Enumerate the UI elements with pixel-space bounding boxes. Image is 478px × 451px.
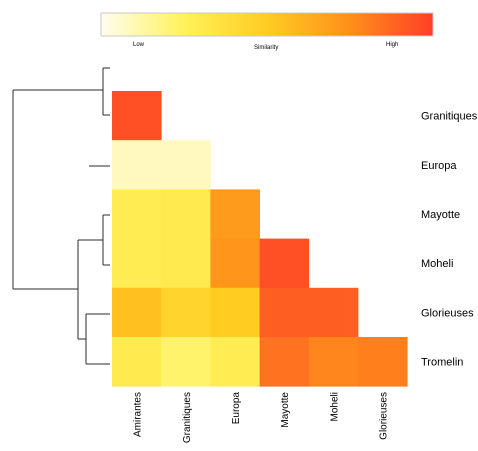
heatmap-cell-6-1: [112, 337, 162, 387]
column-label-3: Europa: [231, 392, 242, 425]
row-label-4: Moheli: [421, 258, 453, 270]
heatmap-cells: [112, 91, 408, 387]
heatmap-cell-6-5: [308, 337, 359, 387]
heatmap-cell-2-2: [161, 140, 211, 190]
scale-high-label: High: [386, 42, 398, 48]
scale-mid-label: Similarity: [254, 45, 278, 51]
heatmap-cell-4-4: [259, 238, 310, 289]
dendrogram: [12, 67, 110, 365]
heatmap-cell-2-1: [112, 140, 162, 190]
column-label-1: Amirantes: [133, 392, 144, 437]
color-scale-legend: Low Similarity High: [100, 12, 434, 51]
heatmap-cell-5-1: [112, 287, 162, 338]
color-scale-bar: [100, 12, 434, 37]
heatmap-cell-5-4: [259, 287, 310, 338]
row-label-6: Tromelin: [421, 357, 463, 369]
row-labels: Granitiques Europa Mayotte Moheli Glorieuses…: [421, 111, 478, 369]
column-label-4: Mayotte: [280, 392, 291, 428]
heatmap-cell-5-5: [308, 287, 359, 338]
heatmap-cell-4-2: [161, 238, 211, 289]
heatmap-cell-1-1: [112, 91, 162, 141]
heatmap-cell-6-3: [210, 337, 260, 387]
heatmap-cell-4-1: [112, 238, 162, 289]
row-label-1: Granitiques: [421, 111, 478, 123]
column-label-6: Glorieuses: [379, 392, 390, 440]
scale-low-label: Low: [133, 42, 145, 48]
heatmap-cell-5-2: [161, 287, 211, 338]
row-label-3: Mayotte: [421, 209, 460, 221]
column-label-2: Granitiques: [182, 392, 193, 443]
heatmap-cell-6-6: [358, 337, 408, 387]
heatmap-cell-5-3: [210, 287, 260, 338]
heatmap-cell-6-4: [259, 337, 310, 387]
row-label-2: Europa: [421, 160, 457, 172]
heatmap-cell-3-2: [161, 189, 211, 239]
heatmap-cell-6-2: [161, 337, 211, 387]
heatmap-cell-4-3: [210, 238, 260, 289]
heatmap-cell-3-1: [112, 189, 162, 239]
row-label-5: Glorieuses: [421, 307, 474, 319]
column-label-5: Moheli: [329, 392, 340, 421]
heatmap-cell-3-3: [210, 189, 260, 239]
column-labels: Amirantes Granitiques Europa Mayotte Moheli G…: [133, 392, 390, 444]
